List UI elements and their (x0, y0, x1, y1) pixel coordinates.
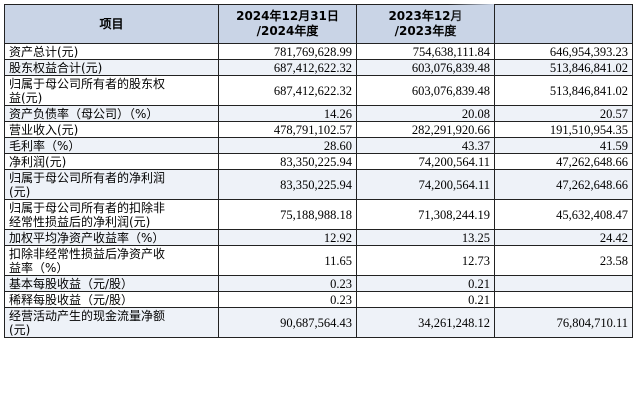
row-label-line: 基本每股收益（元/股） (9, 276, 134, 291)
row-label-line: 股东权益合计(元) (9, 60, 103, 75)
table-row: 归属于母公司所有者的净利润 (元) 83,350,225.94 74,200,564.… (4, 169, 633, 200)
row-label: 基本每股收益（元/股） (4, 275, 219, 292)
value-2023: 12.73 (356, 245, 495, 276)
row-label-line: 稀释每股收益（元/股） (9, 292, 134, 307)
value-2023: 34,261,248.12 (356, 307, 495, 338)
table-row: 加权平均净资产收益率（%） 12.92 13.25 24.42 (4, 229, 633, 246)
value-2023: 71,308,244.19 (356, 199, 495, 230)
row-label-line: 营业收入(元) (9, 122, 79, 137)
value-2023: 603,076,839.48 (356, 59, 495, 76)
row-label: 净利润(元) (4, 153, 219, 170)
value-2022: 24.42 (494, 229, 633, 246)
value-2024: 0.23 (218, 291, 357, 308)
value-2022 (494, 291, 633, 308)
value-2022: 41.59 (494, 137, 633, 154)
value-2023: 13.25 (356, 229, 495, 246)
value-2022: 47,262,648.66 (494, 153, 633, 170)
value-2024: 478,791,102.57 (218, 121, 357, 138)
value-2023: 74,200,564.11 (356, 153, 495, 170)
row-label-line: 净利润(元) (9, 154, 67, 169)
row-label: 扣除非经常性损益后净资产收 益率（%） (4, 245, 219, 276)
value-2023: 0.21 (356, 291, 495, 308)
row-label: 归属于母公司所有者的股东权 益(元) (4, 75, 219, 106)
row-label-line: 归属于母公司所有者的净利润 (9, 170, 166, 185)
value-2022: 45,632,408.47 (494, 199, 633, 230)
table-body: 资产总计(元) 781,769,628.99 754,638,111.84 646,9… (4, 43, 633, 338)
row-label-line: 资产总计(元) (9, 44, 79, 59)
value-2023: 603,076,839.48 (356, 75, 495, 106)
row-label-line: 经常性损益后的净利润(元) (9, 214, 151, 229)
row-label: 毛利率（%） (4, 137, 219, 154)
value-2024: 781,769,628.99 (218, 43, 357, 60)
table-row: 归属于母公司所有者的扣除非 经常性损益后的净利润(元) 75,188,988.18 7… (4, 199, 633, 230)
row-label: 经营活动产生的现金流量净额 (元) (4, 307, 219, 338)
table-row: 资产负债率（母公司）（%） 14.26 20.08 20.57 (4, 105, 633, 122)
header-2024: 2024年12月31日 /2024年度 (218, 4, 357, 44)
header-item: 项目 (4, 4, 219, 44)
table-row: 归属于母公司所有者的股东权 益(元) 687,412,622.32 603,076,8… (4, 75, 633, 106)
value-2022: 76,804,710.11 (494, 307, 633, 338)
financial-summary-table: 项目 2024年12月31日 /2024年度 2023年12月 /2023年度 … (4, 4, 633, 338)
row-label: 归属于母公司所有者的净利润 (元) (4, 169, 219, 200)
value-2023: 20.08 (356, 105, 495, 122)
value-2022: 20.57 (494, 105, 633, 122)
table-row: 基本每股收益（元/股） 0.23 0.21 (4, 275, 633, 292)
value-2022: 646,954,393.23 (494, 43, 633, 60)
value-2024: 28.60 (218, 137, 357, 154)
table-row: 毛利率（%） 28.60 43.37 41.59 (4, 137, 633, 154)
value-2024: 83,350,225.94 (218, 153, 357, 170)
value-2024: 0.23 (218, 275, 357, 292)
value-2022: 513,846,841.02 (494, 75, 633, 106)
value-2024: 12.92 (218, 229, 357, 246)
row-label-line: (元) (9, 184, 31, 199)
row-label-line: 扣除非经常性损益后净资产收 (9, 246, 166, 261)
row-label-line: 益(元) (9, 90, 43, 105)
row-label: 归属于母公司所有者的扣除非 经常性损益后的净利润(元) (4, 199, 219, 230)
row-label: 稀释每股收益（元/股） (4, 291, 219, 308)
row-label-line: 资产负债率（母公司）（%） (9, 106, 159, 121)
header-2023: 2023年12月 /2023年度 (356, 4, 495, 44)
row-label: 股东权益合计(元) (4, 59, 219, 76)
header-2022 (494, 4, 633, 44)
value-2022: 23.58 (494, 245, 633, 276)
table-row: 经营活动产生的现金流量净额 (元) 90,687,564.43 34,261,248.… (4, 307, 633, 338)
row-label-line: (元) (9, 322, 31, 337)
value-2022 (494, 275, 633, 292)
value-2024: 75,188,988.18 (218, 199, 357, 230)
value-2024: 687,412,622.32 (218, 59, 357, 76)
table-row: 股东权益合计(元) 687,412,622.32 603,076,839.48 513… (4, 59, 633, 76)
row-label: 资产负债率（母公司）（%） (4, 105, 219, 122)
table-row: 净利润(元) 83,350,225.94 74,200,564.11 47,262,6… (4, 153, 633, 170)
row-label-line: 归属于母公司所有者的扣除非 (9, 200, 166, 215)
row-label-line: 归属于母公司所有者的股东权 (9, 76, 166, 91)
value-2024: 687,412,622.32 (218, 75, 357, 106)
value-2024: 90,687,564.43 (218, 307, 357, 338)
value-2022: 513,846,841.02 (494, 59, 633, 76)
table-row: 资产总计(元) 781,769,628.99 754,638,111.84 646,9… (4, 43, 633, 60)
value-2023: 282,291,920.66 (356, 121, 495, 138)
row-label-line: 加权平均净资产收益率（%） (9, 230, 165, 245)
value-2023: 754,638,111.84 (356, 43, 495, 60)
table-header-row: 项目 2024年12月31日 /2024年度 2023年12月 /2023年度 (4, 4, 633, 44)
row-label-line: 经营活动产生的现金流量净额 (9, 308, 166, 323)
value-2024: 14.26 (218, 105, 357, 122)
value-2022: 47,262,648.66 (494, 169, 633, 200)
table-row: 稀释每股收益（元/股） 0.23 0.21 (4, 291, 633, 308)
financial-table-container: 项目 2024年12月31日 /2024年度 2023年12月 /2023年度 … (4, 4, 633, 338)
value-2024: 11.65 (218, 245, 357, 276)
value-2024: 83,350,225.94 (218, 169, 357, 200)
value-2023: 43.37 (356, 137, 495, 154)
row-label: 资产总计(元) (4, 43, 219, 60)
value-2023: 0.21 (356, 275, 495, 292)
value-2023: 74,200,564.11 (356, 169, 495, 200)
row-label-line: 毛利率（%） (9, 138, 81, 153)
table-row: 扣除非经常性损益后净资产收 益率（%） 11.65 12.73 23.58 (4, 245, 633, 276)
row-label: 加权平均净资产收益率（%） (4, 229, 219, 246)
row-label-line: 益率（%） (9, 260, 69, 275)
row-label: 营业收入(元) (4, 121, 219, 138)
value-2022: 191,510,954.35 (494, 121, 633, 138)
table-row: 营业收入(元) 478,791,102.57 282,291,920.66 191,5… (4, 121, 633, 138)
